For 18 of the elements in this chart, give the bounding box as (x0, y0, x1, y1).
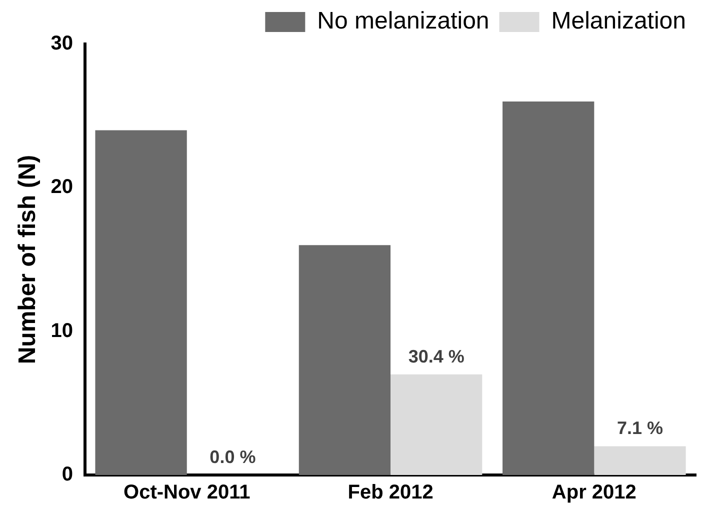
y-axis-title: Number of fish (N) (14, 154, 42, 364)
y-tick-label: 10 (50, 320, 74, 342)
bar (594, 446, 686, 475)
bar (502, 101, 594, 475)
annotation: 30.4 % (408, 346, 464, 366)
legend-label: Melanization (551, 8, 686, 35)
y-tick-label: 0 (62, 464, 74, 486)
bar (95, 130, 187, 475)
y-tick-label: 30 (50, 32, 74, 55)
bar (390, 374, 482, 475)
bar (298, 245, 391, 475)
annotation: 0.0 % (210, 446, 256, 467)
annotation: 7.1 % (616, 418, 664, 438)
x-tick-label: Feb 2012 (348, 482, 434, 504)
x-tick-label: Oct-Nov 2011 (124, 482, 250, 504)
x-tick-label: Apr 2012 (552, 482, 636, 504)
y-tick-label: 20 (50, 176, 74, 198)
legend-label: No melanization (317, 8, 490, 35)
